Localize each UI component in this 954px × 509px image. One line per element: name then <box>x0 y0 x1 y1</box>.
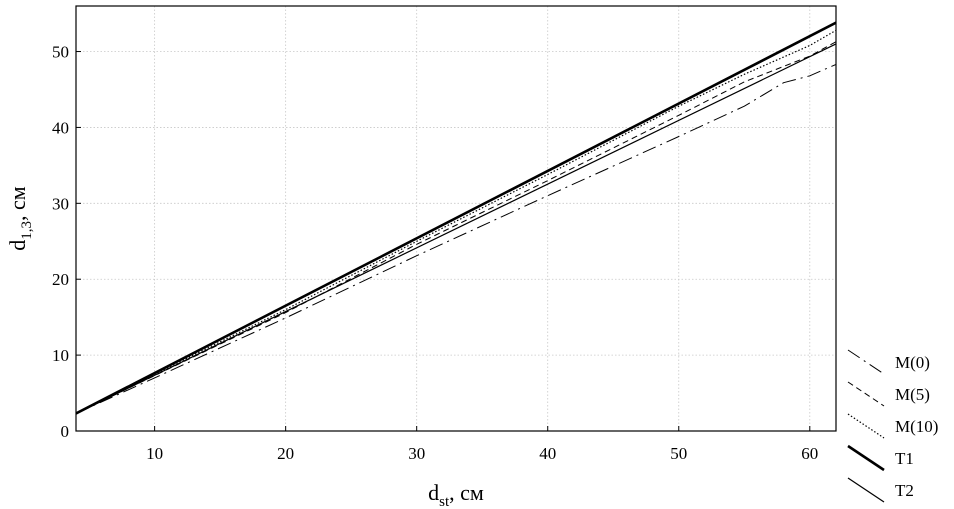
grid-layer <box>76 6 836 431</box>
y-axis-title-unit: , см <box>5 186 30 221</box>
x-tick-label: 50 <box>670 444 687 463</box>
x-tick-label: 20 <box>277 444 294 463</box>
x-axis-title: dst, см <box>428 480 484 509</box>
legend-swatch <box>847 381 885 407</box>
series-line-m0 <box>76 63 836 414</box>
x-axis-title-main: d <box>428 480 439 505</box>
y-tick-label: 20 <box>52 270 69 289</box>
y-tick-label: 0 <box>61 422 70 441</box>
plot-frame <box>75 5 837 432</box>
series-line-t2 <box>76 43 836 415</box>
x-tick-label: 60 <box>801 444 818 463</box>
legend-swatch <box>847 349 885 375</box>
y-axis-title: d1,3, см <box>5 186 35 251</box>
y-tick-label: 50 <box>52 43 69 62</box>
legend: M(0) M(5) M(10) T1 T2 <box>847 349 938 503</box>
legend-swatch <box>847 477 885 503</box>
tick-layer: 10 20 30 40 50 60 0 10 20 30 40 50 <box>52 43 818 463</box>
x-axis-title-sub: st <box>439 494 450 509</box>
x-axis-title-unit: , см <box>449 480 484 505</box>
legend-label: T2 <box>895 481 914 500</box>
x-tick-label: 10 <box>146 444 163 463</box>
y-axis-title-sub: 1,3 <box>19 221 35 240</box>
legend-swatch <box>847 413 885 439</box>
y-tick-label: 40 <box>52 118 69 137</box>
series-layer <box>76 21 836 415</box>
series-line-m10 <box>76 29 836 415</box>
legend-label: M(10) <box>895 417 938 436</box>
legend-label: T1 <box>895 449 914 468</box>
legend-label: M(0) <box>895 353 930 372</box>
legend-label: M(5) <box>895 385 930 404</box>
y-tick-label: 10 <box>52 346 69 365</box>
y-axis-title-main: d <box>5 240 30 251</box>
x-tick-label: 30 <box>408 444 425 463</box>
series-line-t1 <box>76 21 836 415</box>
y-tick-label: 30 <box>52 194 69 213</box>
x-tick-label: 40 <box>539 444 556 463</box>
legend-swatch <box>847 444 885 472</box>
